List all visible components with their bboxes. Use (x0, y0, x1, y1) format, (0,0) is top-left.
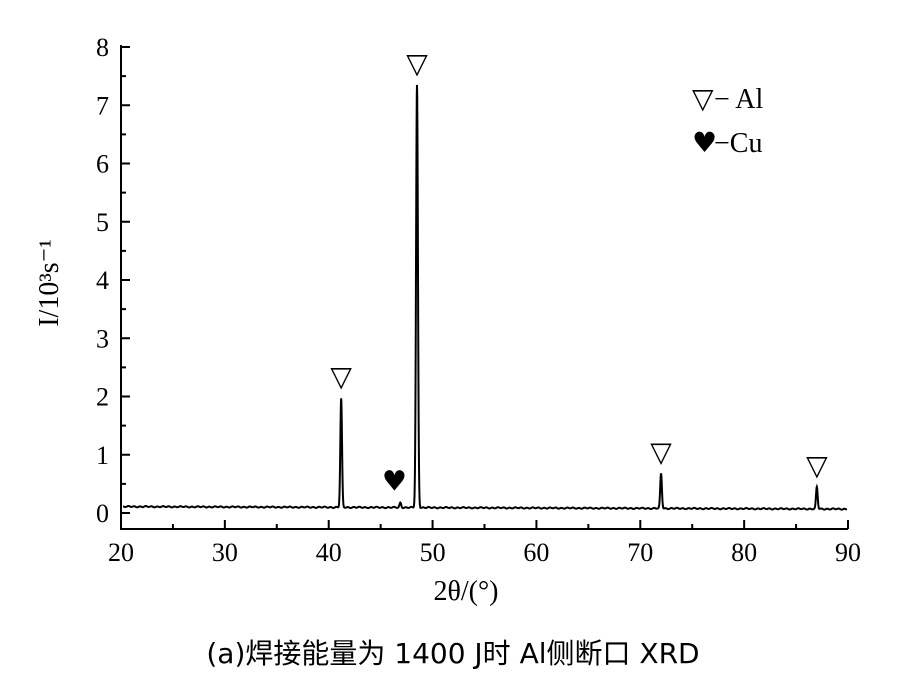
x-tick-label: 20 (108, 538, 134, 567)
x-tick-label: 60 (523, 538, 549, 567)
xrd-spectrum-line (122, 84, 848, 511)
y-ticks: 0 1 2 3 4 5 6 7 8 (96, 33, 130, 528)
legend-label-al: − Al (714, 84, 763, 115)
triangle-down-icon: ▽ (692, 82, 714, 115)
x-tick-label: 80 (731, 538, 757, 567)
y-tick-label: 2 (96, 383, 109, 412)
y-axis-label: I/10³s⁻¹ (34, 239, 65, 327)
x-ticks: 20 30 40 50 60 70 80 90 (108, 520, 861, 567)
axes (120, 45, 848, 530)
y-tick-label: 0 (96, 499, 109, 528)
figure-caption: (a)焊接能量为 1400 J时 Al侧断口 XRD (206, 637, 700, 670)
legend-item-al: ▽ − Al (692, 82, 763, 115)
y-tick-label: 7 (96, 91, 109, 120)
y-tick-label: 3 (96, 324, 109, 353)
al-peak-triangle-icon: ▽ (330, 360, 352, 393)
heart-icon: ♥ (692, 126, 717, 159)
al-peak-triangle-icon: ▽ (406, 47, 428, 80)
legend-item-cu: ♥ −Cu (692, 126, 762, 159)
y-tick-label: 4 (96, 266, 109, 295)
x-tick-label: 90 (835, 538, 861, 567)
legend: ▽ − Al ♥ −Cu (692, 82, 763, 159)
legend-label-cu: −Cu (714, 128, 762, 159)
y-tick-label: 5 (96, 208, 109, 237)
y-tick-label: 1 (96, 441, 109, 470)
x-tick-label: 50 (420, 538, 446, 567)
x-tick-label: 40 (316, 538, 342, 567)
x-axis-label: 2θ/(°) (433, 576, 498, 607)
al-peak-triangle-icon: ▽ (806, 449, 828, 482)
cu-peak-heart-icon: ♥ (382, 465, 407, 498)
y-tick-label: 6 (96, 150, 109, 179)
y-tick-label: 8 (96, 33, 109, 62)
x-tick-label: 30 (212, 538, 238, 567)
peak-markers: ▽ ♥ ▽ ▽ ▽ (330, 47, 828, 498)
al-peak-triangle-icon: ▽ (650, 435, 672, 468)
x-tick-label: 70 (627, 538, 653, 567)
